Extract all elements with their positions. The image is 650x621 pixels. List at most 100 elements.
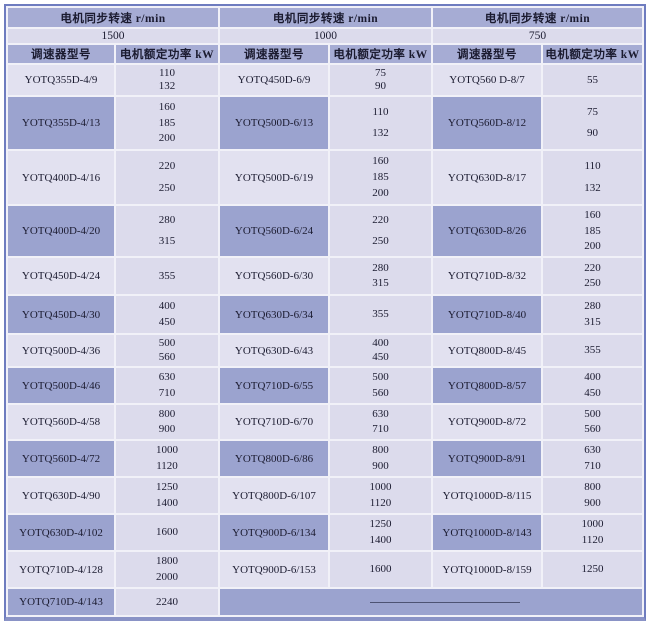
power-value: 560: [372, 386, 389, 399]
speed-header-group-750: 电机同步转速 r/min: [433, 8, 643, 27]
power-value: 1600: [156, 526, 178, 538]
model-cell: YOTQ560D-6/24: [220, 206, 329, 256]
power-value: 710: [372, 423, 389, 435]
power-value-stack: 280 315: [330, 259, 431, 293]
model-cell: YOTQ630D-4/90: [8, 478, 114, 513]
speed-value-750: 750: [433, 29, 643, 43]
power-cell: 220 250: [116, 151, 219, 204]
power-cell: 355: [543, 335, 643, 366]
power-value-stack: 500 560: [330, 369, 431, 402]
power-cell: 75 90: [543, 97, 643, 149]
model-cell: YOTQ800D-6/86: [220, 441, 329, 476]
power-cell: 1800 2000: [116, 552, 219, 587]
power-value-stack: 1250: [543, 553, 642, 586]
speed-header-row: 电机同步转速 r/min 电机同步转速 r/min 电机同步转速 r/min: [8, 8, 643, 27]
power-cell: 220 250: [330, 206, 432, 256]
model-cell: YOTQ800D-6/107: [220, 478, 329, 513]
model-cell: YOTQ710D-4/128: [8, 552, 114, 587]
model-column-header-1: 调速器型号: [8, 45, 114, 63]
governor-spec-table: 电机同步转速 r/min 电机同步转速 r/min 电机同步转速 r/min 1…: [6, 6, 645, 617]
power-value: 110: [372, 106, 389, 118]
model-cell: YOTQ560D-4/72: [8, 441, 114, 476]
power-value-stack: 110 132: [543, 152, 642, 203]
power-value: 800: [584, 481, 601, 494]
power-value: 280: [584, 300, 601, 312]
model-cell: YOTQ560D-4/58: [8, 405, 114, 439]
power-value: 900: [584, 496, 601, 509]
power-value: 400: [158, 300, 176, 312]
power-cell: 500 560: [330, 368, 432, 403]
power-value: 160: [584, 209, 601, 222]
power-value: 450: [158, 316, 176, 328]
power-cell: 1000 1120: [543, 515, 643, 550]
power-value-stack: 800 900: [330, 442, 431, 475]
power-cell: 280 315: [116, 206, 219, 256]
power-value: 250: [158, 181, 176, 194]
power-value: 355: [372, 308, 389, 320]
power-value: 110: [158, 66, 176, 79]
model-cell: YOTQ560D-6/30: [220, 258, 329, 294]
power-value: 90: [375, 80, 387, 93]
model-cell: YOTQ1000D-8/115: [433, 478, 542, 513]
power-value-stack: 400 450: [543, 369, 642, 402]
model-cell: YOTQ355D-4/9: [8, 65, 114, 95]
model-cell: YOTQ900D-8/72: [433, 405, 542, 439]
power-value-stack: 110 132: [116, 66, 218, 94]
power-value: 90: [587, 127, 599, 139]
power-value: 220: [372, 214, 389, 227]
power-value-stack: 280 315: [543, 297, 642, 332]
table-row: YOTQ355D-4/9 110 132 YOTQ450D-6/9 75 90 YOTQ56…: [8, 65, 643, 95]
power-value: 250: [372, 234, 389, 247]
model-cell: YOTQ800D-8/57: [433, 368, 542, 403]
model-cell: YOTQ900D-6/134: [220, 515, 329, 550]
power-value: 220: [584, 261, 601, 274]
model-cell: YOTQ630D-6/43: [220, 335, 329, 366]
table-row: YOTQ560D-4/72 1000 1120 YOTQ800D-6/86 800 900…: [8, 441, 643, 476]
table-row: YOTQ400D-4/16 220 250 YOTQ500D-6/19 160 185 20…: [8, 151, 643, 204]
power-value: 75: [375, 66, 387, 79]
table-row: YOTQ450D-4/30 400 450 YOTQ630D-6/34 355 YOTQ7…: [8, 296, 643, 333]
model-cell: YOTQ560 D-8/7: [433, 65, 542, 95]
model-cell: YOTQ500D-6/19: [220, 151, 329, 204]
power-value-stack: 1800 2000: [116, 553, 218, 586]
power-value: 315: [158, 234, 176, 247]
power-cell: 800 900: [543, 478, 643, 513]
power-value: 450: [584, 386, 601, 399]
power-value-stack: 800 900: [116, 406, 218, 438]
power-value: 500: [372, 371, 389, 384]
power-cell: 75 90: [330, 65, 432, 95]
power-cell: 800 900: [330, 441, 432, 476]
power-cell: 220 250: [543, 258, 643, 294]
power-cell: 280 315: [543, 296, 643, 333]
merged-empty-cell: [220, 589, 643, 615]
model-cell: YOTQ500D-4/36: [8, 335, 114, 366]
model-cell: YOTQ355D-4/13: [8, 97, 114, 149]
power-value: 160: [158, 100, 176, 113]
power-value: 185: [372, 171, 389, 183]
power-value: 55: [587, 73, 599, 86]
power-cell: 400 450: [330, 335, 432, 366]
power-value: 1600: [369, 563, 392, 575]
power-value: 250: [584, 277, 601, 290]
power-cell: 2240: [116, 589, 219, 615]
power-value-stack: 1600: [116, 516, 218, 549]
power-value: 500: [584, 408, 601, 420]
power-cell: 800 900: [116, 405, 219, 439]
power-value-stack: 220 250: [330, 207, 431, 255]
speed-value-1500: 1500: [8, 29, 219, 43]
power-cell: 400 450: [116, 296, 219, 333]
model-cell: YOTQ1000D-8/159: [433, 552, 542, 587]
model-cell: YOTQ400D-4/16: [8, 151, 114, 204]
power-value: 560: [158, 351, 176, 363]
power-value: 400: [372, 337, 389, 349]
model-cell: YOTQ710D-8/32: [433, 258, 542, 294]
power-value: 1250: [369, 518, 392, 531]
power-value: 220: [158, 160, 176, 173]
power-value-stack: 1000 1120: [116, 442, 218, 475]
power-value: 200: [372, 187, 389, 199]
power-value: 1000: [156, 444, 178, 457]
model-cell: YOTQ630D-8/26: [433, 206, 542, 256]
power-value-stack: 500 560: [116, 336, 218, 365]
power-cell: 500 560: [116, 335, 219, 366]
power-value: 800: [372, 444, 389, 457]
